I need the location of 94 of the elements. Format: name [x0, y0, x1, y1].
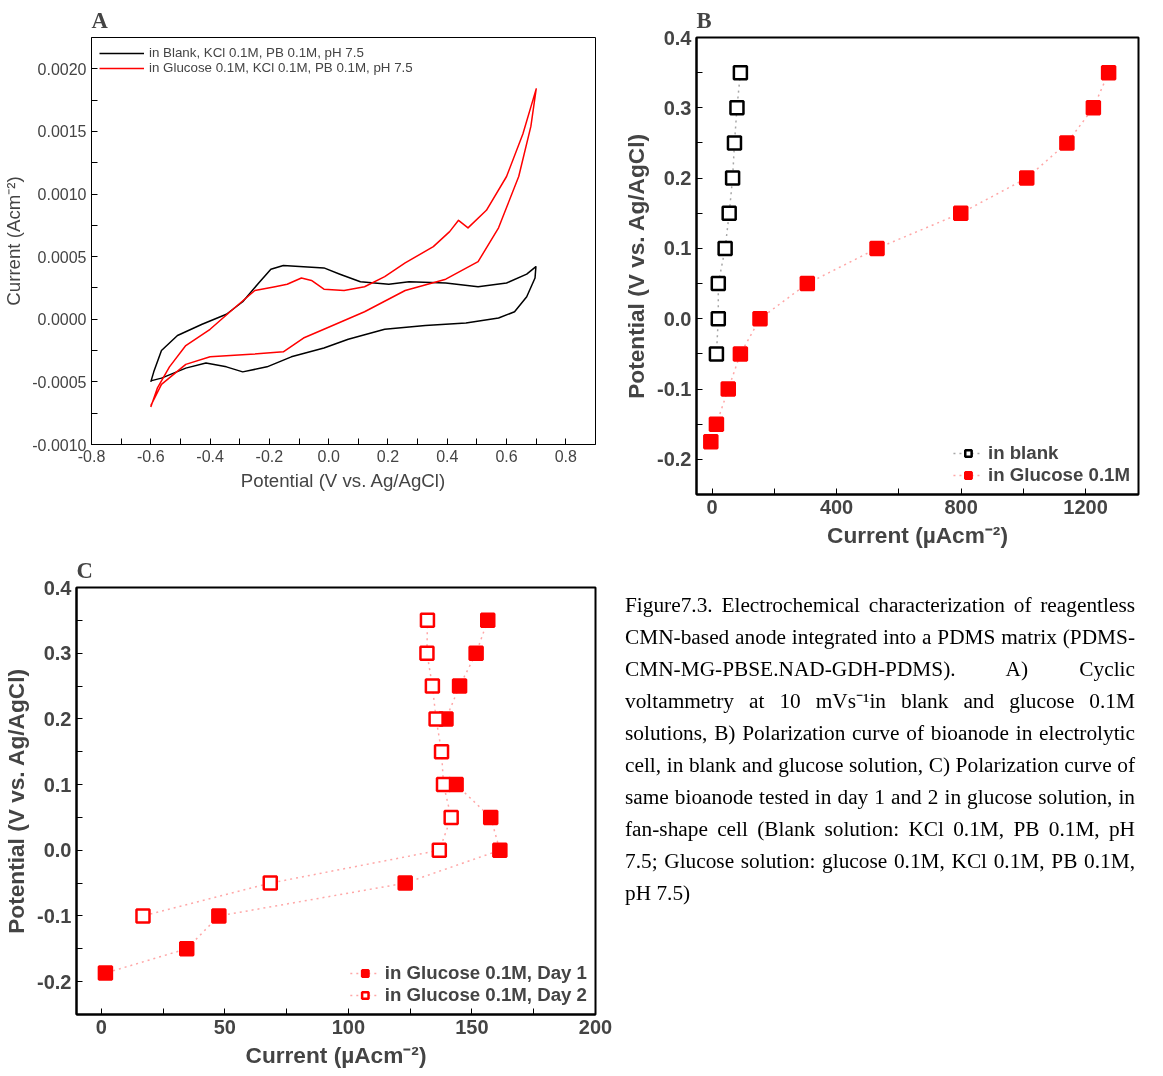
x-axis-title: Potential (V vs. Ag/AgCl) [240, 469, 446, 491]
point [724, 170, 741, 186]
point [869, 240, 885, 257]
point [419, 612, 436, 629]
x-tick-label: 0.0 [317, 447, 340, 465]
y-tick-label: 0.0 [43, 839, 72, 862]
x-tick-label: 0 [706, 495, 718, 518]
point [1085, 100, 1102, 116]
point [178, 941, 195, 957]
point [732, 64, 749, 81]
x-tick-label: -0.4 [196, 447, 224, 465]
legend-label: in Glucose 0.1M, KCl 0.1M, PB 0.1M, pH 7.5 [149, 60, 413, 75]
point [468, 645, 484, 661]
y-axis-title: Potential (V vs. Ag/AgCl) [3, 669, 30, 934]
y-tick-label: 0.2 [663, 167, 692, 190]
point [433, 743, 450, 760]
point [97, 965, 114, 981]
point [419, 645, 435, 661]
point [721, 205, 737, 222]
x-tick-label: 0.8 [554, 447, 578, 465]
point [1019, 170, 1035, 186]
x-tick-label: 800 [944, 495, 978, 518]
y-tick-label: -0.0005 [32, 373, 87, 391]
y-tick-label: 0.0005 [37, 248, 87, 266]
x-tick-label: -0.2 [255, 447, 284, 465]
point [431, 842, 448, 859]
point [451, 678, 468, 694]
y-tick-label: 0.0015 [37, 123, 87, 141]
point [480, 612, 496, 629]
point [710, 275, 727, 292]
point [953, 205, 969, 222]
legend-label: in blank [987, 442, 1059, 464]
y-tick-label: 0.4 [663, 26, 693, 49]
line-series [150, 88, 537, 408]
y-tick-label: 0.3 [663, 96, 692, 119]
point [443, 809, 459, 826]
point [211, 908, 227, 924]
x-tick-label: 0.4 [436, 447, 459, 465]
point [703, 434, 719, 450]
y-tick-label: -0.1 [37, 904, 72, 927]
x-tick-label: -0.6 [137, 447, 165, 465]
point [492, 842, 508, 859]
y-axis-title: Potential (V vs. Ag/AgCl) [623, 134, 650, 399]
point [726, 135, 743, 151]
y-tick-label: 0.0 [663, 307, 692, 330]
point [482, 809, 499, 826]
legend-label: in Glucose 0.1M, Day 1 [384, 962, 587, 984]
x-axis-title: Current (µAcm⁻²) [245, 1041, 427, 1068]
y-tick-label: 0.2 [43, 707, 72, 730]
point [397, 875, 413, 891]
point [428, 711, 444, 727]
point [708, 416, 725, 432]
y-tick-label: 0.4 [43, 576, 73, 599]
point [135, 908, 151, 924]
line-series [150, 264, 537, 383]
y-tick-label: 0.1 [43, 773, 72, 796]
x-tick-label: 0.2 [376, 447, 400, 465]
x-tick-label: 50 [213, 1015, 236, 1038]
x-tick-label: 0 [95, 1015, 107, 1038]
point [1100, 64, 1117, 81]
point [424, 678, 441, 694]
y-tick-label: 0.1 [663, 237, 692, 260]
point [710, 310, 727, 327]
point [435, 776, 452, 793]
point [732, 346, 749, 362]
y-tick-label: 0.3 [43, 642, 72, 665]
point [729, 100, 745, 116]
chart-title: B [696, 7, 712, 33]
x-tick-label: 100 [331, 1015, 366, 1038]
x-tick-label: 150 [455, 1015, 489, 1038]
chart-title: C [76, 557, 93, 583]
point [708, 346, 725, 362]
x-tick-label: 0.6 [495, 447, 518, 465]
x-tick-label: 400 [819, 495, 854, 518]
x-tick-label: 1200 [1063, 495, 1108, 518]
y-axis-title: Current (Acm⁻²) [3, 176, 25, 306]
y-tick-label: 0.0000 [37, 311, 87, 329]
legend-label: in Glucose 0.1M, Day 2 [384, 984, 587, 1006]
point [262, 875, 279, 891]
point [1059, 135, 1075, 151]
y-tick-label: 0.0010 [37, 186, 87, 204]
legend-label: in Glucose 0.1M [987, 464, 1130, 486]
legend-label: in Blank, KCl 0.1M, PB 0.1M, pH 7.5 [149, 45, 364, 60]
point [799, 275, 816, 292]
x-tick-label: 200 [578, 1015, 613, 1038]
y-tick-label: -0.2 [37, 970, 72, 993]
point [717, 240, 733, 257]
point [752, 310, 768, 327]
y-tick-label: 0.0020 [37, 60, 87, 78]
chart-title: A [91, 7, 109, 33]
x-axis-title: Current (µAcm⁻²) [827, 521, 1008, 548]
text: Figure7.3. Electrochemical characterization of reagentless CMN-based anode integrated into a PDMS matrix (PDMS-CMN-MG-PBSE.NAD-GDH-PDMS). A) Cyclic voltammetry at 10 mVs⁻¹in blank and glucose 0.1M solutions, B) Polarization curve of bioanode in electrolytic cell, in blank and glucose solution, C) Polarization curve of same bioanode tested in day 1 and 2 in glucose solution, in fan-shape cell (Blank solution: KCl 0.1M, PB 0.1M, pH 7.5; Glucose solution: glucose 0.1M, KCl 0.1M, PB 0.1M, pH 7.5) [625, 593, 1135, 905]
y-tick-label: -0.1 [657, 378, 692, 401]
point [720, 381, 736, 397]
